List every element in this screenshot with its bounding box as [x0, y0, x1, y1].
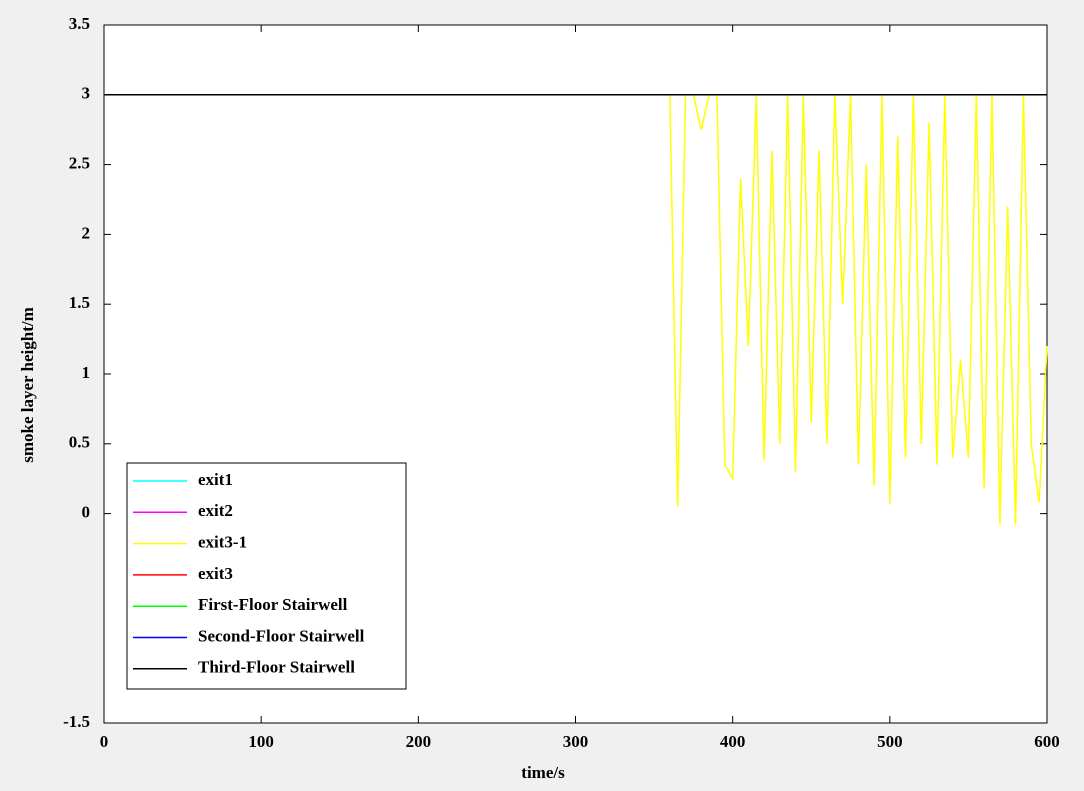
x-tick-label: 0	[100, 732, 109, 751]
legend-label: exit1	[198, 470, 233, 489]
x-tick-label: 600	[1034, 732, 1060, 751]
y-tick-label: 2.5	[69, 154, 90, 173]
x-tick-label: 500	[877, 732, 903, 751]
legend-label: exit2	[198, 501, 233, 520]
y-tick-label: -1.5	[63, 712, 90, 731]
x-tick-label: 200	[406, 732, 432, 751]
y-tick-label: 1.5	[69, 293, 90, 312]
x-tick-label: 100	[248, 732, 274, 751]
x-axis-label: time/s	[521, 763, 565, 782]
legend-label: exit3	[198, 564, 233, 583]
y-tick-label: 3.5	[69, 14, 90, 33]
legend-label: Second-Floor Stairwell	[198, 626, 365, 645]
y-tick-label: 3	[82, 84, 91, 103]
y-tick-label: 0.5	[69, 433, 90, 452]
legend-label: exit3-1	[198, 533, 247, 552]
legend-box	[126, 462, 407, 690]
legend-label: First-Floor Stairwell	[198, 595, 348, 614]
y-tick-label: 2	[82, 223, 91, 242]
y-tick-label: 1	[82, 363, 91, 382]
x-tick-label: 400	[720, 732, 746, 751]
x-tick-label: 300	[563, 732, 589, 751]
y-tick-label: 0	[82, 503, 91, 522]
legend-label: Third-Floor Stairwell	[198, 658, 355, 677]
y-axis-label: smoke layer height/m	[18, 307, 37, 463]
